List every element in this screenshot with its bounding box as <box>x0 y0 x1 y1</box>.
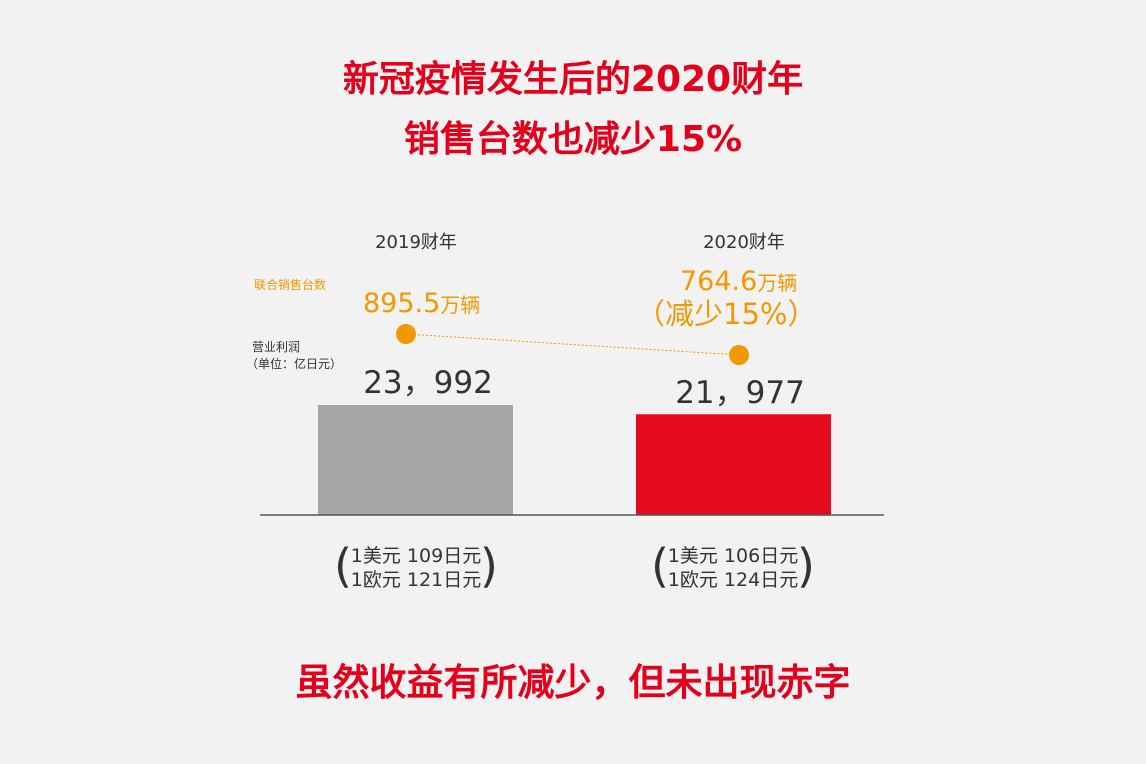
paren-left: ( <box>651 539 669 593</box>
page-title-line2: 销售台数也减少15% <box>403 119 743 160</box>
profit-bar-2 <box>636 414 831 515</box>
profit-bar-1 <box>318 405 513 515</box>
units-value-2020-unit: 万辆 <box>757 271 798 295</box>
paren-right: ) <box>480 539 498 593</box>
units-value-2019: 895.5万辆 <box>363 290 480 317</box>
rate-eur-2020: 1欧元 124日元 <box>667 569 799 591</box>
rate-usd-2020: 1美元 106日元 <box>667 545 799 567</box>
category-label-2019: 2019财年 <box>375 232 457 253</box>
units-series-line <box>405 333 740 356</box>
paren-right: ) <box>797 539 815 593</box>
exchange-rates-2019: ( 1美元 109日元 1欧元 121日元 ) <box>296 539 536 593</box>
exchange-rates-2020: ( 1美元 106日元 1欧元 124日元 ) <box>613 539 853 593</box>
profit-unit-label: （单位：亿日元） <box>246 357 343 371</box>
profit-value-2019: 23，992 <box>363 365 493 401</box>
footer-message: 虽然收益有所减少，但未出现赤字 <box>295 661 851 704</box>
category-label-2020: 2020财年 <box>703 232 785 253</box>
units-point-2 <box>729 345 749 365</box>
units-value-2020-number: 764.6 <box>680 266 758 297</box>
units-value-2019-number: 895.5 <box>363 288 441 319</box>
paren-left: ( <box>334 539 352 593</box>
page-title-line1: 新冠疫情发生后的2020财年 <box>342 59 804 100</box>
reduction-annotation: （减少15%） <box>636 297 817 331</box>
rate-eur-2019: 1欧元 121日元 <box>350 569 482 591</box>
profit-value-2020: 21，977 <box>675 375 805 411</box>
units-point-1 <box>396 324 416 344</box>
units-value-2019-unit: 万辆 <box>440 293 481 317</box>
profit-series-label: 营业利润 <box>252 340 301 354</box>
units-value-2020: 764.6万辆 <box>680 268 797 295</box>
units-series-label: 联合销售台数 <box>254 278 327 292</box>
rate-usd-2019: 1美元 109日元 <box>350 545 482 567</box>
